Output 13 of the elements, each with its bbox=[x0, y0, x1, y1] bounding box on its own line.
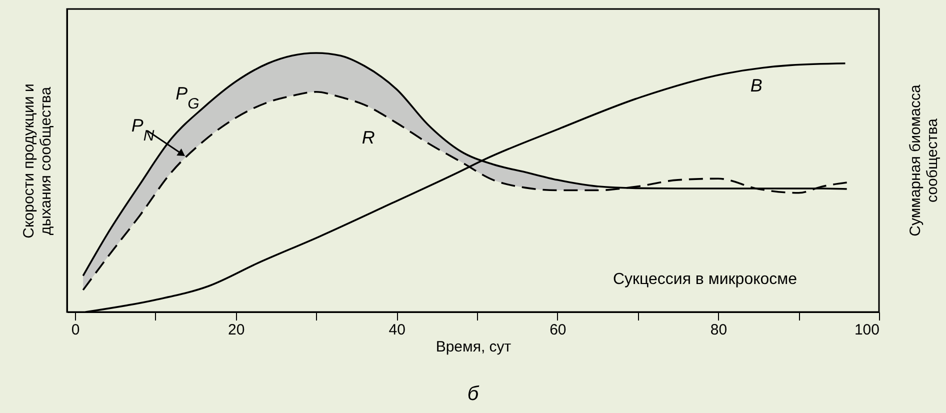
y2-axis-title: Суммарная биомасса сообщества bbox=[907, 84, 941, 236]
series-label: B bbox=[750, 76, 762, 96]
x-tick-label: 0 bbox=[71, 322, 80, 338]
series-label: R bbox=[362, 127, 375, 148]
x-tick-label: 20 bbox=[228, 322, 245, 338]
x-tick-label: 40 bbox=[388, 322, 406, 338]
x-tick-label: 80 bbox=[710, 322, 728, 338]
x-tick-label: 100 bbox=[854, 322, 880, 338]
text: б bbox=[467, 383, 480, 405]
x-axis-title: Время, сут bbox=[436, 338, 512, 356]
x-tick-label: 60 bbox=[550, 322, 566, 338]
annotation: Сукцессия в микрокосме bbox=[612, 271, 798, 288]
y-axis-title: Скорости продукции и дыхания сообщества bbox=[20, 84, 54, 238]
